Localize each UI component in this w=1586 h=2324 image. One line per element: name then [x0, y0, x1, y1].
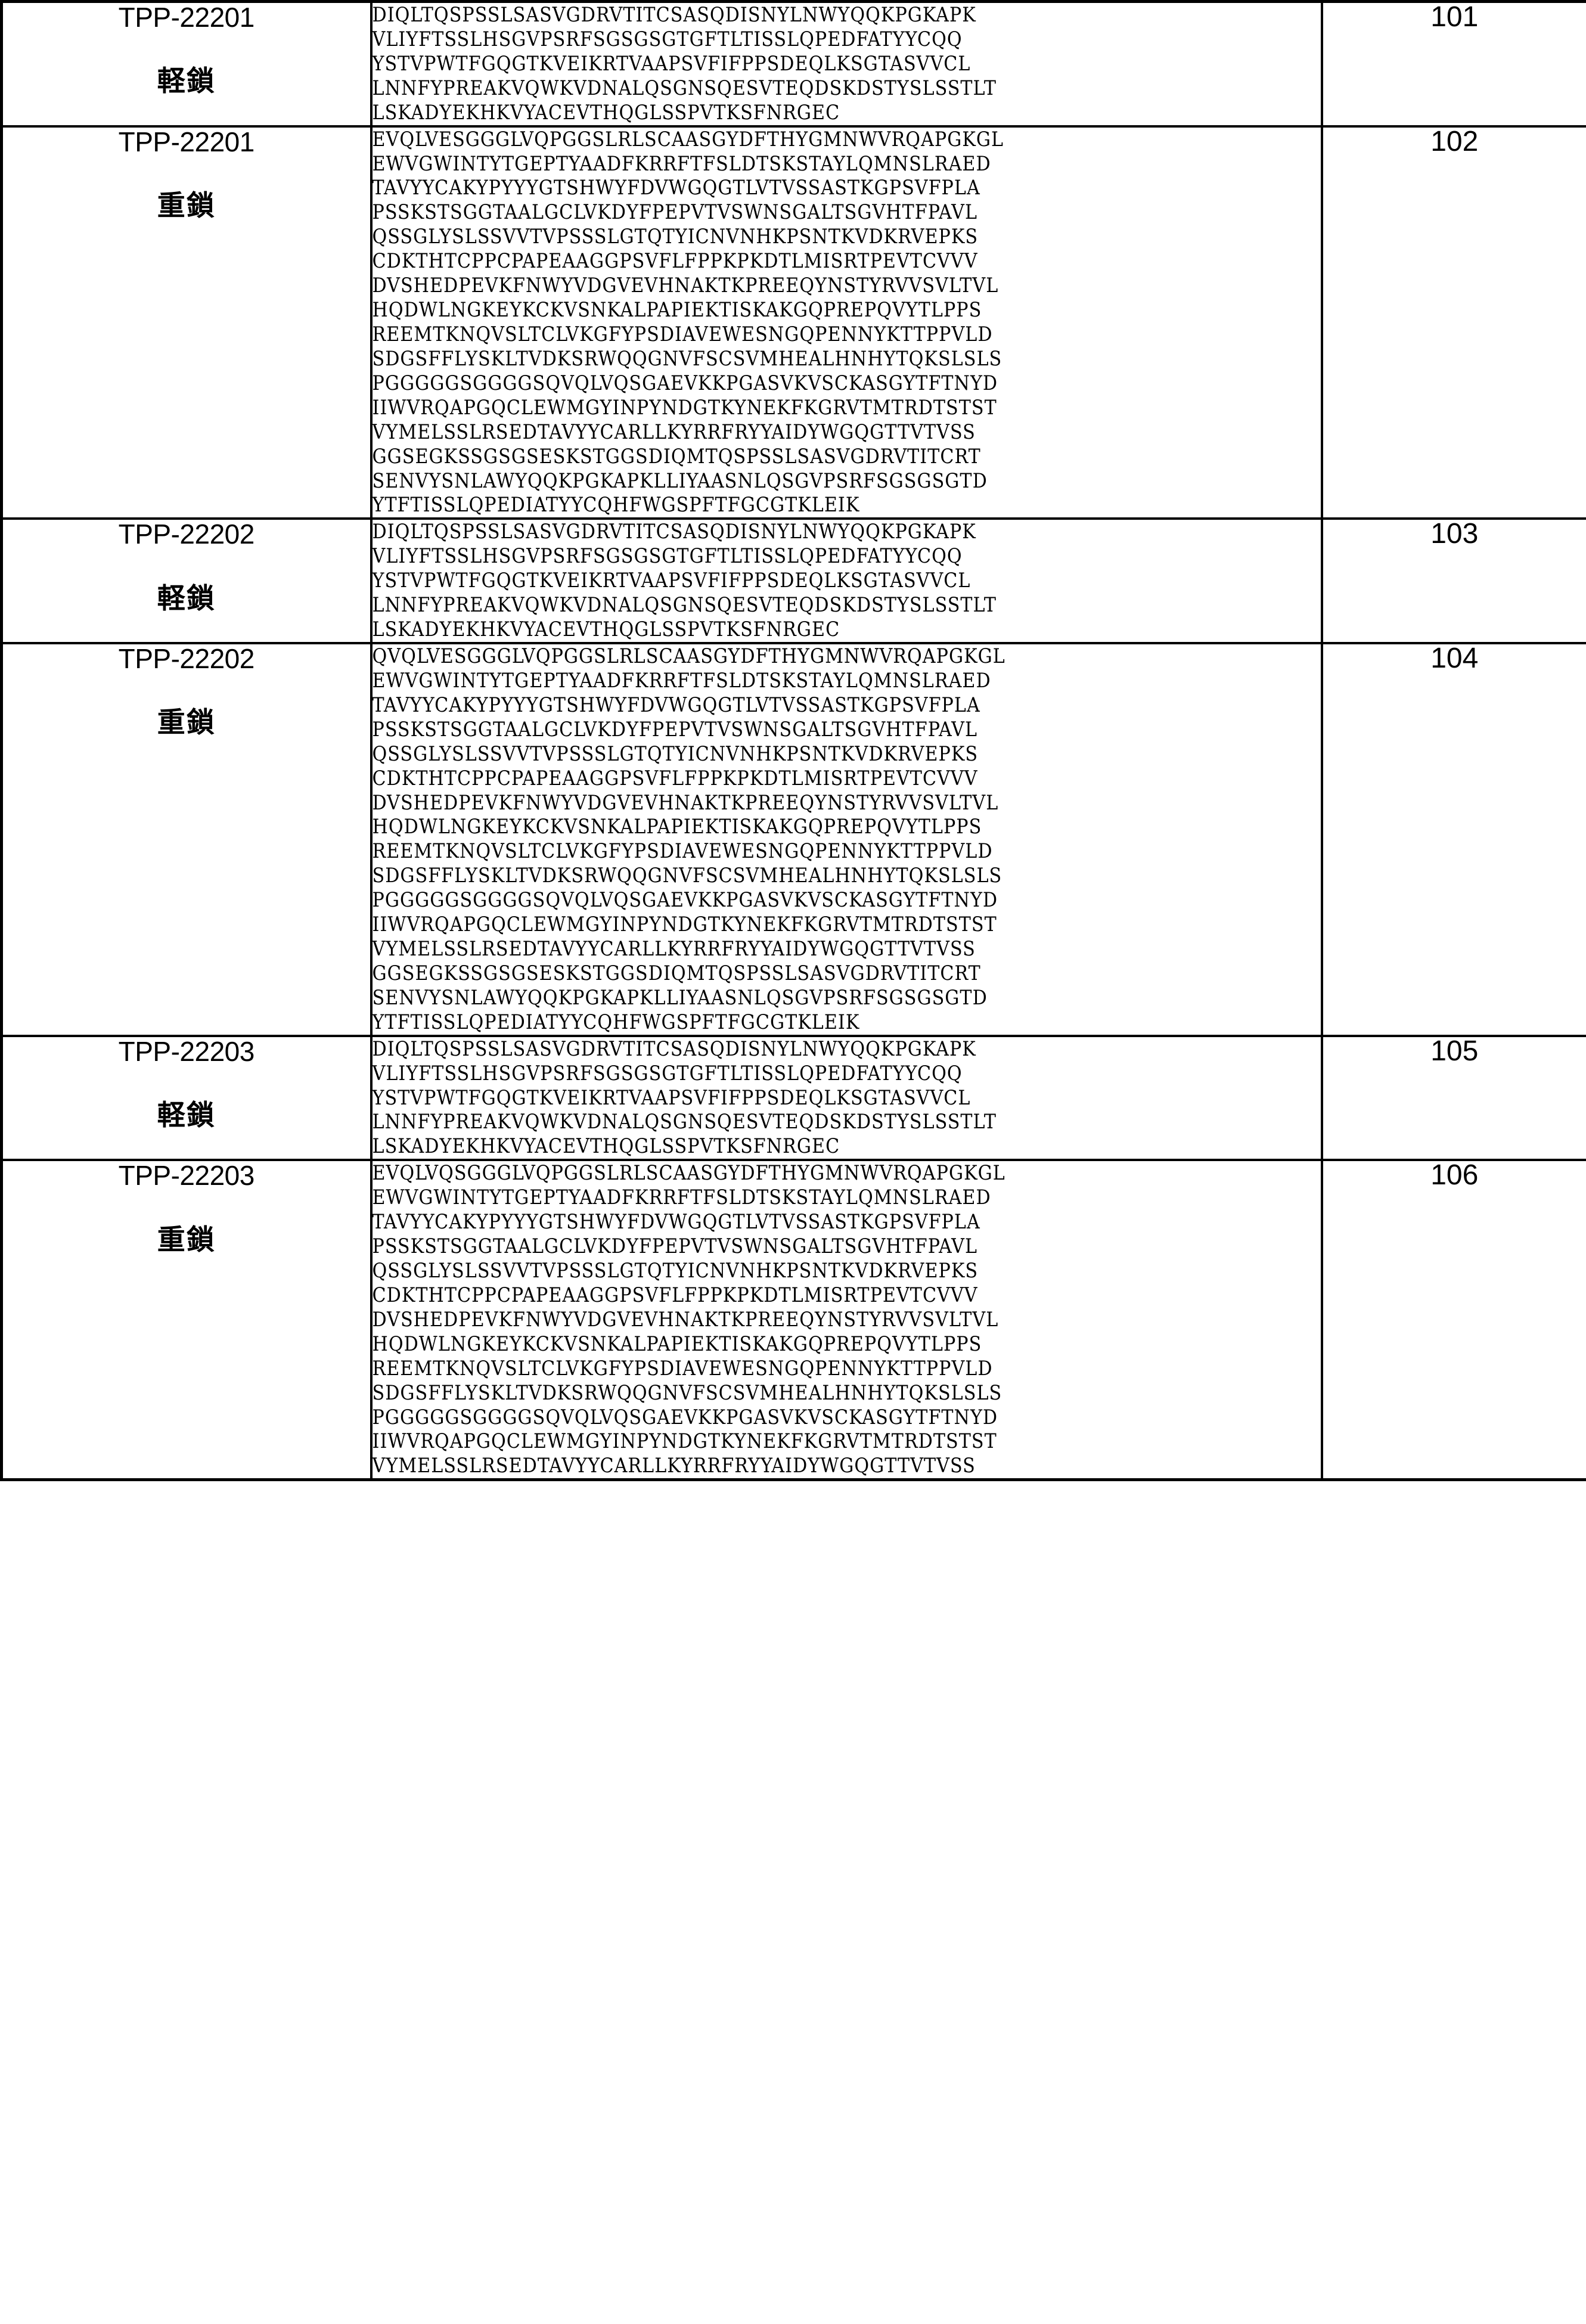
document-page: TPP-22201軽鎖DIQLTQSPSSLSASVGDRVTITCSASQDI…	[0, 0, 1586, 2324]
seq-id-number: 102	[1323, 128, 1586, 156]
antibody-code: TPP-22201	[3, 128, 370, 156]
table-row: TPP-22203 重鎖EVQLVQSGGGLVQPGGSLRLSCAASGYDF…	[2, 1160, 1586, 1479]
seq-id-number: 103	[1323, 520, 1586, 548]
seq-id-cell: 104	[1322, 643, 1586, 1036]
amino-acid-sequence: QVQLVESGGGLVQPGGSLRLSCAASGYDFTHYGMNWVRQA…	[373, 644, 1321, 1035]
antibody-name-cell: TPP-22201 重鎖	[2, 126, 371, 519]
antibody-name-cell: TPP-22201 軽鎖	[2, 2, 371, 126]
amino-acid-sequence: DIQLTQSPSSLSASVGDRVTITCSASQDISNYLNWYQQKP…	[373, 520, 1321, 642]
sequence-table: TPP-22201軽鎖DIQLTQSPSSLSASVGDRVTITCSASQDI…	[0, 0, 1586, 1481]
chain-label: 重鎖	[3, 1225, 370, 1256]
chain-label: 重鎖	[3, 191, 370, 222]
chain-label: 重鎖	[3, 708, 370, 739]
chain-label: 軽鎖	[3, 66, 370, 97]
sequence-cell: DIQLTQSPSSLSASVGDRVTITCSASQDISNYLNWYQQKP…	[371, 1036, 1322, 1161]
seq-id-number: 106	[1323, 1161, 1586, 1190]
sequence-cell: QVQLVESGGGLVQPGGSLRLSCAASGYDFTHYGMNWVRQA…	[371, 643, 1322, 1036]
seq-id-number: 104	[1323, 644, 1586, 673]
amino-acid-sequence: EVQLVQSGGGLVQPGGSLRLSCAASGYDFTHYGMNWVRQA…	[373, 1161, 1321, 1478]
antibody-code: TPP-22203	[3, 1161, 370, 1190]
table-row: TPP-22201 重鎖EVQLVESGGGLVQPGGSLRLSCAASGYDF…	[2, 126, 1586, 519]
seq-id-number: 105	[1323, 1037, 1586, 1066]
antibody-name-cell: TPP-22203 軽鎖	[2, 1036, 371, 1161]
seq-id-cell: 103	[1322, 519, 1586, 643]
seq-id-cell: 106	[1322, 1160, 1586, 1479]
amino-acid-sequence: DIQLTQSPSSLSASVGDRVTITCSASQDISNYLNWYQQKP…	[373, 3, 1321, 125]
sequence-cell: EVQLVESGGGLVQPGGSLRLSCAASGYDFTHYGMNWVRQA…	[371, 126, 1322, 519]
antibody-name-cell: TPP-22202 重鎖	[2, 643, 371, 1036]
table-row: TPP-22202 重鎖QVQLVESGGGLVQPGGSLRLSCAASGYDF…	[2, 643, 1586, 1036]
chain-label: 軽鎖	[3, 1100, 370, 1131]
antibody-code: TPP-22202	[3, 644, 370, 673]
sequence-cell: DIQLTQSPSSLSASVGDRVTITCSASQDISNYLNWYQQKP…	[371, 2, 1322, 126]
amino-acid-sequence: DIQLTQSPSSLSASVGDRVTITCSASQDISNYLNWYQQKP…	[373, 1037, 1321, 1159]
seq-id-cell: 101	[1322, 2, 1586, 126]
table-row: TPP-22202 軽鎖DIQLTQSPSSLSASVGDRVTITCSASQDI…	[2, 519, 1586, 643]
seq-id-cell: 105	[1322, 1036, 1586, 1161]
antibody-name-cell: TPP-22203 重鎖	[2, 1160, 371, 1479]
sequence-cell: DIQLTQSPSSLSASVGDRVTITCSASQDISNYLNWYQQKP…	[371, 519, 1322, 643]
antibody-code: TPP-22202	[3, 520, 370, 548]
seq-id-cell: 102	[1322, 126, 1586, 519]
antibody-code: TPP-22201	[3, 3, 370, 32]
seq-id-number: 101	[1323, 3, 1586, 32]
table-row: TPP-22201 軽鎖DIQLTQSPSSLSASVGDRVTITCSASQDI…	[2, 2, 1586, 126]
table-body: TPP-22201軽鎖DIQLTQSPSSLSASVGDRVTITCSASQDI…	[2, 2, 1586, 1480]
table-row: TPP-22203 軽鎖DIQLTQSPSSLSASVGDRVTITCSASQDI…	[2, 1036, 1586, 1161]
sequence-cell: EVQLVQSGGGLVQPGGSLRLSCAASGYDFTHYGMNWVRQA…	[371, 1160, 1322, 1479]
amino-acid-sequence: EVQLVESGGGLVQPGGSLRLSCAASGYDFTHYGMNWVRQA…	[373, 128, 1321, 518]
antibody-name-cell: TPP-22202 軽鎖	[2, 519, 371, 643]
antibody-code: TPP-22203	[3, 1037, 370, 1066]
chain-label: 軽鎖	[3, 584, 370, 615]
